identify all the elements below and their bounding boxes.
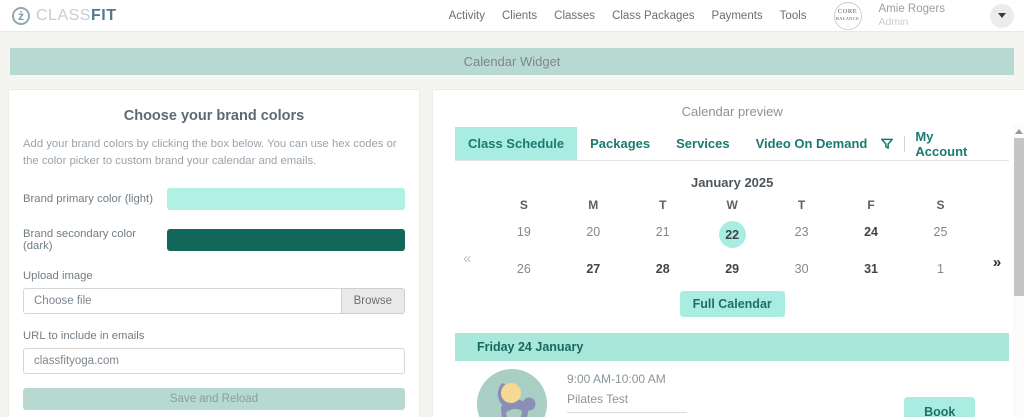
classfit-logo-icon: ż — [12, 6, 30, 25]
file-upload-row: Choose file Browse — [23, 287, 405, 314]
tab-services[interactable]: Services — [676, 136, 730, 151]
selected-day-number: 22 — [718, 221, 746, 248]
secondary-color-label: Brand secondary color (dark) — [23, 227, 137, 252]
classfit-logo[interactable]: ż CLASSFIT — [12, 6, 116, 25]
tab-class-schedule[interactable]: Class Schedule — [455, 127, 578, 160]
save-and-reload-button[interactable]: Save and Reload — [23, 387, 405, 410]
browse-button[interactable]: Browse — [340, 287, 405, 314]
event-day-band: Friday 24 January — [455, 333, 1010, 361]
tab-bar-right: My Account — [880, 129, 969, 159]
calendar-day[interactable]: 30 — [794, 262, 809, 276]
calendar-week-row: 26 27 28 29 30 31 1 — [489, 253, 975, 285]
calendar-day[interactable]: 26 — [516, 262, 531, 276]
page-title: Calendar Widget — [463, 54, 561, 69]
primary-color-swatch[interactable] — [167, 187, 405, 210]
brand-colors-panel: Choose your brand colors Add your brand … — [8, 89, 420, 417]
pilates-class-image — [477, 369, 547, 417]
user-role: Admin — [878, 16, 909, 29]
logo-fit-part: FIT — [90, 6, 117, 24]
filter-button[interactable] — [880, 137, 894, 151]
calendar-preview-panel: Calendar preview Class Schedule Packages… — [432, 89, 1024, 417]
calendar-prev-button[interactable]: « — [463, 250, 472, 267]
day-header: S — [936, 198, 945, 212]
event-divider — [567, 411, 687, 413]
calendar-day[interactable]: 28 — [655, 262, 670, 276]
brand-panel-heading: Choose your brand colors — [123, 108, 305, 124]
mini-calendar: « » S M T W T F S 19 20 21 22 23 24 — [463, 192, 1001, 285]
secondary-color-swatch[interactable] — [167, 228, 405, 251]
calendar-day[interactable]: 20 — [586, 225, 601, 239]
tab-video-on-demand[interactable]: Video On Demand — [755, 136, 868, 151]
calendar-day[interactable]: 24 — [864, 225, 878, 239]
logo-class-part: CLASS — [36, 6, 91, 24]
event-details: 9:00 AM-10:00 AM Pilates Test With Core … — [567, 369, 697, 417]
calendar-week-row: 19 20 21 22 23 24 25 — [489, 216, 975, 253]
calendar-day[interactable]: 31 — [864, 262, 878, 276]
nav-item-classes[interactable]: Classes — [554, 9, 596, 22]
nav-item-tools[interactable]: Tools — [779, 9, 807, 22]
calendar-next-button[interactable]: » — [992, 254, 1002, 271]
user-block: Amie Rogers Admin — [879, 2, 945, 30]
nav-item-payments[interactable]: Payments — [711, 9, 763, 22]
calendar-day[interactable]: 25 — [933, 225, 948, 239]
nav-item-activity[interactable]: Activity — [448, 9, 485, 22]
book-button[interactable]: Book — [904, 397, 976, 417]
filter-funnel-icon — [881, 138, 894, 149]
tab-divider — [904, 135, 906, 152]
event-title: Pilates Test — [567, 392, 629, 407]
day-header: S — [519, 198, 528, 212]
preview-heading: Calendar preview — [681, 104, 783, 119]
scroll-up-icon[interactable] — [1015, 129, 1024, 134]
org-avatar-badge[interactable]: CORE BALANCE — [833, 1, 862, 30]
org-badge-line1: CORE — [837, 8, 858, 16]
top-bar: ż CLASSFIT Activity Clients Classes Clas… — [0, 0, 1024, 32]
day-header: M — [588, 198, 599, 212]
nav-item-clients[interactable]: Clients — [502, 9, 538, 22]
day-header: T — [797, 198, 806, 212]
calendar-day-headers: S M T W T F S — [489, 192, 975, 216]
upload-image-label: Upload image — [23, 269, 93, 282]
event-card: 9:00 AM-10:00 AM Pilates Test With Core … — [455, 361, 1009, 417]
event-day-title: Friday 24 January — [477, 340, 584, 354]
calendar-day-selected[interactable]: 22 — [697, 216, 766, 253]
page-title-banner: Calendar Widget — [10, 48, 1014, 75]
email-url-input[interactable] — [23, 347, 405, 374]
day-header: T — [659, 198, 667, 212]
widget-tab-bar: Class Schedule Packages Services Video O… — [455, 127, 1010, 161]
full-calendar-button[interactable]: Full Calendar — [679, 291, 785, 317]
user-menu-button[interactable] — [990, 3, 1014, 28]
calendar-day[interactable]: 23 — [794, 225, 809, 239]
event-time: 9:00 AM-10:00 AM — [567, 372, 666, 386]
preview-column: Calendar preview Class Schedule Packages… — [432, 89, 1024, 417]
email-url-label: URL to include in emails — [23, 329, 145, 342]
nav-item-class-packages[interactable]: Class Packages — [612, 9, 695, 22]
day-header: F — [867, 198, 875, 212]
calendar-day[interactable]: 27 — [586, 262, 601, 276]
top-nav: Activity Clients Classes Class Packages … — [448, 1, 1014, 30]
main-content: Choose your brand colors Add your brand … — [0, 75, 1024, 417]
day-header: W — [726, 198, 738, 212]
preview-scrollbar[interactable] — [1013, 124, 1024, 417]
scrollbar-thumb[interactable] — [1014, 138, 1024, 296]
calendar-month-title: January 2025 — [690, 175, 774, 190]
choose-file-input[interactable]: Choose file — [23, 287, 341, 314]
secondary-color-row: Brand secondary color (dark) — [23, 228, 405, 252]
user-name: Amie Rogers — [878, 2, 945, 15]
primary-color-row: Brand primary color (light) — [23, 187, 405, 210]
settings-column: Choose your brand colors Add your brand … — [8, 89, 420, 417]
primary-color-label: Brand primary color (light) — [23, 192, 153, 205]
chevron-down-icon — [998, 13, 1006, 18]
calendar-day[interactable]: 21 — [655, 225, 670, 239]
classfit-logo-text: CLASSFIT — [36, 7, 116, 25]
org-badge-line2: BALANCE — [835, 15, 860, 21]
tab-packages[interactable]: Packages — [590, 136, 651, 151]
brand-panel-description: Add your brand colors by clicking the bo… — [23, 138, 397, 167]
calendar-day[interactable]: 29 — [725, 262, 740, 276]
calendar-day[interactable]: 1 — [936, 262, 944, 276]
tab-my-account[interactable]: My Account — [915, 128, 968, 159]
calendar-day[interactable]: 19 — [516, 225, 531, 239]
